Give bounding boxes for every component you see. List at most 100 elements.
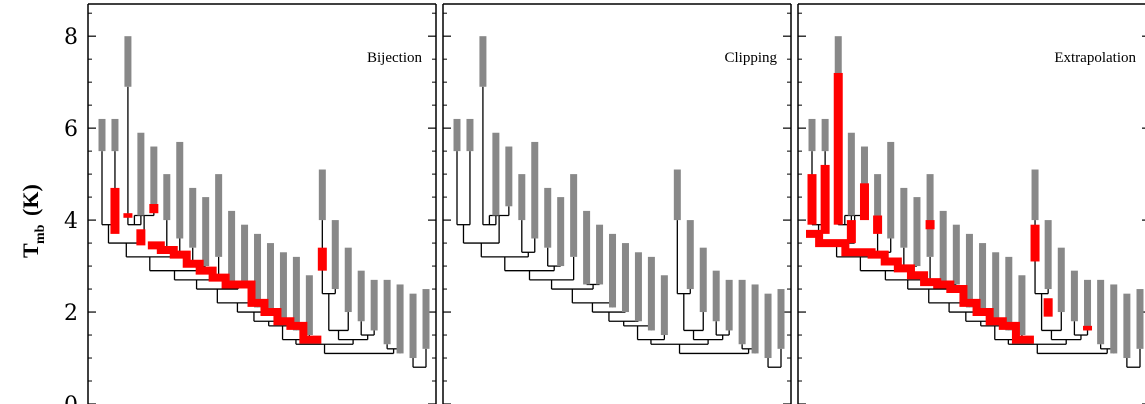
leaf-bar <box>189 187 197 248</box>
red-segment <box>317 247 327 271</box>
leaf-bar <box>821 118 829 152</box>
leaf-bar <box>124 36 132 87</box>
leaf-bar <box>505 146 513 207</box>
red-segment <box>123 213 133 218</box>
y-tick-label: 6 <box>64 117 78 142</box>
leaf-bar <box>647 256 655 331</box>
leaf-bar <box>492 132 500 216</box>
leaf-bar <box>383 279 391 345</box>
red-segment <box>136 229 146 246</box>
leaf-bar <box>751 284 759 354</box>
leaf-bar <box>1070 270 1078 322</box>
leaf-bar <box>531 141 539 239</box>
leaf-bar <box>137 132 145 216</box>
leaf-bar <box>712 270 720 322</box>
leaf-bar <box>874 174 882 221</box>
y-tick-label: 4 <box>64 209 78 234</box>
y-axis-label-unit: (K) <box>18 184 43 216</box>
red-segment <box>873 215 883 234</box>
red-segment <box>846 220 856 244</box>
leaf-bar <box>834 36 842 87</box>
red-track <box>147 241 322 344</box>
red-segment <box>925 220 935 230</box>
panel-extrapolation: Extrapolation <box>797 3 1145 404</box>
leaf-bar <box>808 118 816 152</box>
leaf-bar <box>357 270 365 322</box>
leaf-bar <box>254 233 262 308</box>
leaf-bar <box>1136 289 1144 349</box>
leaf-bar <box>913 197 921 267</box>
leaf-bar <box>979 243 987 313</box>
red-segment <box>820 164 830 234</box>
leaf-bar <box>1123 293 1131 359</box>
panels: Bijection Clipping Extrapolation <box>87 3 1145 404</box>
y-axis-label-main: T <box>18 243 43 258</box>
leaf-bar <box>453 118 461 152</box>
y-tick-label: 8 <box>64 25 78 50</box>
leaf-bar <box>98 118 106 152</box>
red-segment <box>1043 298 1053 317</box>
red-track <box>806 229 1034 344</box>
leaf-bar <box>887 141 895 239</box>
panel-title: Bijection <box>367 50 422 66</box>
y-axis-label-sub: mb <box>33 224 48 244</box>
leaf-bar <box>609 233 617 308</box>
leaf-bar <box>583 210 591 285</box>
red-segment <box>110 187 120 234</box>
leaf-bar <box>1005 256 1013 331</box>
y-axis-label: T mb (K) <box>18 184 48 258</box>
leaf-bar <box>370 279 378 331</box>
leaf-bar <box>305 275 313 336</box>
leaf-bar <box>596 224 604 285</box>
leaf-bar <box>686 220 694 290</box>
leaf-bar <box>202 197 210 267</box>
leaf-bar <box>621 243 629 313</box>
leaf-bar <box>163 174 171 221</box>
leaf-bar <box>699 247 707 313</box>
leaf-bar <box>900 187 908 248</box>
leaf-bar <box>228 210 236 285</box>
leaf-bar <box>266 243 274 313</box>
leaf-bar <box>479 36 487 87</box>
leaf-bar <box>570 174 578 257</box>
leaf-bar <box>738 279 746 345</box>
leaf-bar <box>241 224 249 285</box>
leaf-bar <box>777 289 785 349</box>
leaf-bar <box>1110 284 1118 354</box>
leaf-bar <box>150 146 158 207</box>
panel-clipping: Clipping <box>442 3 792 404</box>
leaf-bar <box>673 169 681 221</box>
red-segment <box>859 183 869 221</box>
leaf-bar <box>466 118 474 152</box>
leaf-bar <box>965 233 973 308</box>
red-segment <box>833 72 843 225</box>
leaf-bar <box>764 293 772 359</box>
red-segment <box>1083 325 1093 331</box>
leaf-bar <box>318 169 326 221</box>
leaf-bar <box>939 210 947 285</box>
leaf-bar <box>1057 247 1065 313</box>
leaf-bar <box>557 197 565 267</box>
leaf-bar <box>331 220 339 290</box>
red-segment <box>807 174 817 225</box>
leaf-bar <box>409 293 417 359</box>
red-segment <box>1030 224 1040 262</box>
leaf-bar <box>111 118 119 152</box>
leaf-bar <box>1031 169 1039 221</box>
leaf-bar <box>1097 279 1105 345</box>
leaf-bar <box>860 146 868 207</box>
leaf-bar <box>292 256 300 331</box>
y-tick-labels: 0 2 4 6 8 <box>64 25 78 404</box>
leaf-bar <box>1044 220 1052 290</box>
leaf-bar <box>1018 275 1026 336</box>
leaf-bar <box>422 289 430 349</box>
leaf-bar <box>279 252 287 322</box>
leaf-bar <box>396 284 404 354</box>
leaf-bar <box>992 252 1000 322</box>
leaf-bar <box>344 247 352 313</box>
leaf-bar <box>725 279 733 331</box>
red-segment <box>149 204 159 214</box>
leaf-bar <box>926 174 934 257</box>
y-tick-label: 2 <box>64 301 78 326</box>
